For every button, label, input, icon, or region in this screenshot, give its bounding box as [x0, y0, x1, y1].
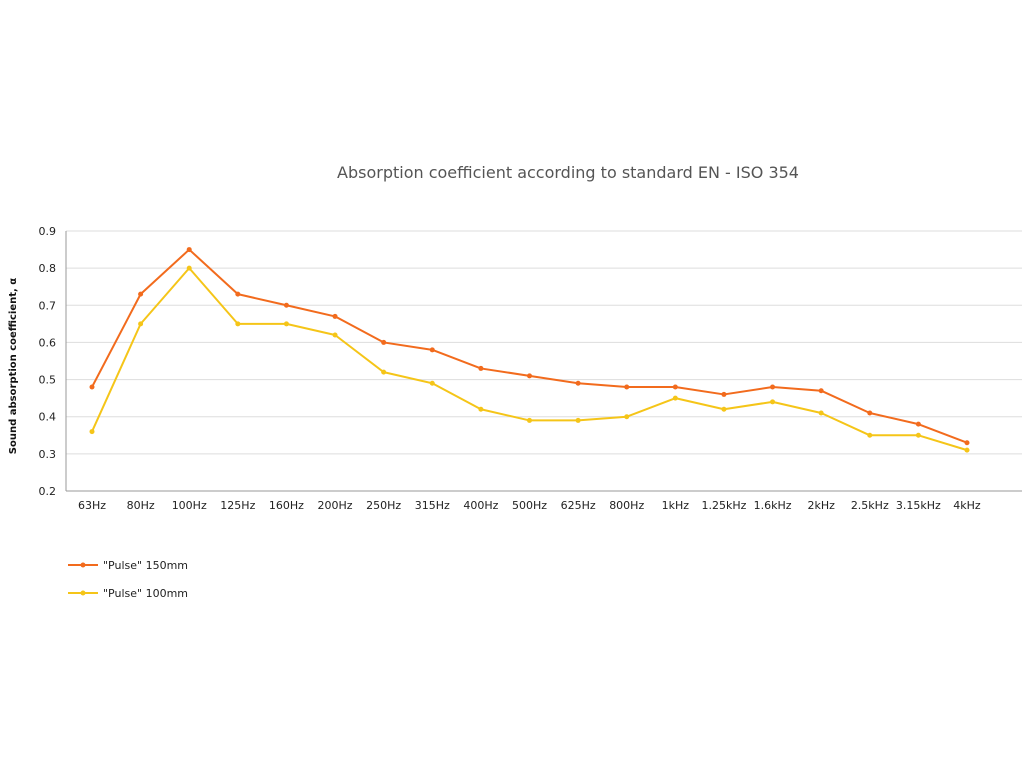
legend-item[interactable]: "Pulse" 150mm: [68, 559, 188, 572]
x-tick-label: 200Hz: [318, 499, 353, 512]
data-point: [624, 414, 630, 420]
data-point: [818, 410, 824, 416]
chart-title: Absorption coefficient according to stan…: [337, 163, 799, 182]
legend-swatch-marker: [80, 590, 86, 596]
data-point: [672, 395, 678, 401]
x-tick-label: 63Hz: [78, 499, 106, 512]
data-point: [186, 247, 192, 253]
y-tick-label: 0.8: [39, 262, 57, 275]
data-point: [575, 380, 581, 386]
grid-lines: [66, 230, 1022, 455]
x-tick-label: 500Hz: [512, 499, 547, 512]
data-point: [332, 332, 338, 338]
data-point: [186, 265, 192, 271]
y-tick-label: 0.6: [39, 336, 57, 349]
series-line: [91, 248, 968, 444]
data-point: [770, 384, 776, 390]
data-point: [381, 369, 387, 375]
data-point: [672, 384, 678, 390]
legend-swatch-marker: [80, 562, 86, 568]
y-tick-label: 0.7: [39, 299, 57, 312]
data-point: [89, 384, 95, 390]
x-tick-labels: 63Hz 80Hz 100Hz 125Hz 160Hz 200Hz 250Hz 315Hz 40…: [78, 499, 981, 512]
data-point: [575, 417, 581, 423]
x-tick-label: 1kHz: [662, 499, 690, 512]
x-tick-label: 125Hz: [220, 499, 255, 512]
x-tick-label: 800Hz: [609, 499, 644, 512]
series-lines: [89, 247, 970, 453]
data-point: [867, 432, 873, 438]
data-point: [381, 339, 387, 345]
y-tick-label: 0.4: [39, 411, 57, 424]
x-tick-label: 3.15kHz: [896, 499, 941, 512]
legend: "Pulse" 150mm "Pulse" 100mm: [68, 559, 188, 600]
data-point: [915, 432, 921, 438]
data-point: [332, 313, 338, 319]
data-point: [235, 291, 241, 297]
x-tick-label: 1.6kHz: [754, 499, 792, 512]
data-point: [89, 429, 95, 435]
x-tick-label: 1.25kHz: [701, 499, 746, 512]
x-tick-label: 80Hz: [127, 499, 155, 512]
x-tick-label: 625Hz: [561, 499, 596, 512]
data-point: [235, 321, 241, 327]
data-point: [770, 399, 776, 405]
series-1: [89, 247, 970, 446]
data-point: [429, 347, 435, 353]
y-axis-label: Sound absorption coefficient, α: [8, 278, 19, 454]
x-tick-label: 400Hz: [463, 499, 498, 512]
x-tick-label: 100Hz: [172, 499, 207, 512]
data-point: [527, 373, 532, 379]
data-point: [721, 391, 727, 397]
data-point: [964, 440, 970, 446]
x-tick-label: 4kHz: [953, 499, 981, 512]
data-point: [867, 410, 873, 416]
x-tick-label: 250Hz: [366, 499, 401, 512]
data-point: [915, 421, 921, 427]
y-tick-label: 0.9: [39, 225, 57, 238]
data-point: [721, 406, 727, 412]
y-tick-label: 0.3: [39, 448, 57, 461]
data-point: [478, 406, 484, 412]
axes: [65, 231, 1022, 492]
data-point: [818, 388, 824, 394]
data-point: [138, 291, 144, 297]
data-point: [527, 417, 532, 423]
legend-item[interactable]: "Pulse" 100mm: [68, 587, 188, 600]
y-tick-labels: 0.2 0.3 0.4 0.5 0.6 0.7 0.8 0.9: [39, 225, 57, 498]
legend-label: "Pulse" 100mm: [103, 587, 188, 600]
data-point: [964, 447, 970, 453]
data-point: [283, 302, 289, 308]
x-tick-label: 2.5kHz: [851, 499, 889, 512]
y-tick-label: 0.5: [39, 374, 57, 387]
x-tick-label: 2kHz: [807, 499, 835, 512]
data-point: [624, 384, 630, 390]
y-tick-label: 0.2: [39, 485, 57, 498]
data-point: [283, 321, 289, 327]
data-point: [478, 365, 484, 371]
data-point: [138, 321, 144, 327]
x-tick-label: 315Hz: [415, 499, 450, 512]
data-point: [429, 380, 435, 386]
x-tick-label: 160Hz: [269, 499, 304, 512]
legend-label: "Pulse" 150mm: [103, 559, 188, 572]
series-2: [89, 265, 970, 453]
